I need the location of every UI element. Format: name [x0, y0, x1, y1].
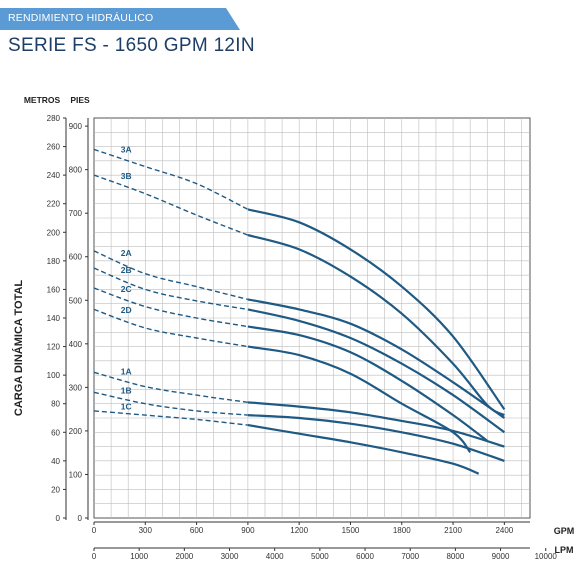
gpm-tick-label: 1500 — [342, 526, 360, 535]
meters-tick-label: 0 — [56, 514, 61, 523]
lpm-tick-label: 5000 — [311, 552, 329, 561]
series-line-dashed — [93, 287, 249, 328]
feet-tick-label: 500 — [69, 296, 83, 305]
meters-tick-label: 40 — [51, 457, 60, 466]
meters-tick-label: 240 — [47, 171, 61, 180]
series-label: 1A — [121, 367, 132, 377]
feet-tick-label: 700 — [69, 209, 83, 218]
feet-tick-label: 900 — [69, 122, 83, 131]
feet-tick-label: 0 — [78, 514, 83, 523]
series-2a — [93, 250, 506, 419]
series-line-dashed — [93, 148, 249, 211]
series-2c — [93, 287, 488, 442]
series-line-dashed — [93, 410, 248, 426]
feet-tick-label: 400 — [69, 340, 83, 349]
series-3a — [93, 148, 506, 411]
series-line-dashed — [93, 250, 249, 301]
meters-unit-label: METROS — [24, 95, 61, 105]
series-line-solid — [247, 308, 506, 434]
banner-shape — [0, 8, 240, 30]
series-line-dashed — [93, 267, 249, 311]
banner-label: RENDIMIENTO HIDRÁULICO — [8, 12, 154, 24]
lpm-tick-label: 10000 — [535, 552, 558, 561]
series-line-solid — [247, 424, 480, 475]
meters-tick-label: 120 — [47, 343, 61, 352]
lpm-unit-label: LPM — [555, 545, 574, 555]
feet-tick-label: 100 — [69, 470, 83, 479]
meters-tick-label: 220 — [47, 200, 61, 209]
series-2d — [93, 308, 472, 454]
series-label: 2B — [121, 265, 132, 275]
lpm-tick-label: 2000 — [175, 552, 193, 561]
section-banner: RENDIMIENTO HIDRÁULICO — [0, 8, 240, 30]
feet-tick-label: 600 — [69, 253, 83, 262]
series-label: 2C — [121, 284, 132, 294]
page-title: SERIE FS - 1650 GPM 12IN — [8, 35, 255, 56]
series-line-dashed — [93, 308, 249, 348]
lpm-tick-label: 8000 — [446, 552, 464, 561]
lpm-tick-label: 9000 — [492, 552, 510, 561]
series-label: 2A — [121, 248, 132, 258]
series-label: 3A — [121, 145, 132, 155]
feet-tick-label: 200 — [69, 427, 83, 436]
meters-tick-label: 280 — [47, 114, 61, 123]
series-label: 1B — [121, 385, 132, 395]
gpm-tick-label: 300 — [139, 526, 153, 535]
series-1c — [93, 410, 480, 475]
meters-tick-label: 260 — [47, 143, 61, 152]
gpm-tick-label: 1200 — [290, 526, 308, 535]
meters-tick-label: 20 — [51, 485, 60, 494]
gpm-tick-label: 900 — [241, 526, 255, 535]
series-1a — [93, 371, 505, 448]
meters-tick-label: 100 — [47, 371, 61, 380]
lpm-tick-label: 6000 — [356, 552, 374, 561]
series-line-dashed — [93, 174, 249, 236]
series-1b — [93, 391, 505, 462]
feet-unit-label: PIES — [70, 95, 90, 105]
series-line-solid — [247, 325, 488, 442]
series-line-solid — [247, 345, 472, 454]
gpm-tick-label: 2400 — [495, 526, 513, 535]
gpm-tick-label: 0 — [92, 526, 97, 535]
series-line-solid — [247, 298, 506, 419]
meters-tick-label: 80 — [51, 400, 60, 409]
series-line-solid — [247, 208, 506, 411]
series-2b — [93, 267, 506, 434]
feet-tick-label: 300 — [69, 383, 83, 392]
meters-tick-label: 180 — [47, 257, 61, 266]
lpm-tick-label: 0 — [92, 552, 97, 561]
y-axis-title: CARGA DINÁMICA TOTAL — [12, 280, 25, 417]
series-label: 3B — [121, 171, 132, 181]
meters-tick-label: 200 — [47, 228, 61, 237]
lpm-tick-label: 1000 — [130, 552, 148, 561]
meters-tick-label: 160 — [47, 285, 61, 294]
series-label: 2D — [121, 305, 132, 315]
series-label: 1C — [121, 401, 132, 411]
gpm-tick-label: 2100 — [444, 526, 462, 535]
gpm-unit-label: GPM — [554, 526, 575, 536]
meters-tick-label: 140 — [47, 314, 61, 323]
gpm-tick-label: 600 — [190, 526, 204, 535]
lpm-tick-label: 3000 — [221, 552, 239, 561]
lpm-tick-label: 7000 — [401, 552, 419, 561]
feet-tick-label: 800 — [69, 166, 83, 175]
lpm-tick-label: 4000 — [266, 552, 284, 561]
series-line-solid — [247, 414, 505, 462]
series-line-solid — [247, 401, 505, 448]
meters-tick-label: 60 — [51, 428, 60, 437]
gpm-tick-label: 1800 — [393, 526, 411, 535]
